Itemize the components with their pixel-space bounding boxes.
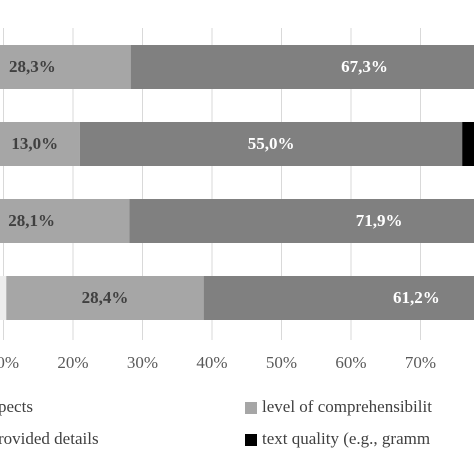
value-label: 28,1% [8, 211, 55, 230]
value-label: 71,9% [356, 211, 403, 230]
bar-segment [79, 122, 463, 166]
bar-segment [0, 45, 131, 89]
bar-segment [0, 276, 7, 320]
bar-segment [0, 122, 80, 166]
x-tick-label: 60% [335, 353, 366, 372]
x-tick-label: 70% [405, 353, 436, 372]
legend-label: rovided details [0, 429, 99, 448]
x-tick-label: 20% [57, 353, 88, 372]
legend-label: level of comprehensibilit [262, 397, 432, 416]
x-tick-label: 40% [196, 353, 227, 372]
value-label: 55,0% [248, 134, 295, 153]
x-tick-label: 50% [266, 353, 297, 372]
x-tick-label: 30% [127, 353, 158, 372]
bar-segment [0, 199, 130, 243]
legend-label: pects [0, 397, 33, 416]
value-label: 13,0% [11, 134, 58, 153]
bar-segment [203, 276, 474, 320]
value-label: 28,4% [82, 288, 129, 307]
legend-swatch [245, 434, 257, 446]
value-label: 28,3% [9, 57, 56, 76]
legend-swatch [245, 402, 257, 414]
bar-segment [130, 45, 474, 89]
value-label: 67,3% [341, 57, 388, 76]
x-tick-label: 10% [0, 353, 19, 372]
bar-segment [129, 199, 474, 243]
bar-segment [6, 276, 204, 320]
bar-segment [462, 122, 474, 166]
value-label: 61,2% [393, 288, 440, 307]
legend-label: text quality (e.g., gramm [262, 429, 430, 448]
